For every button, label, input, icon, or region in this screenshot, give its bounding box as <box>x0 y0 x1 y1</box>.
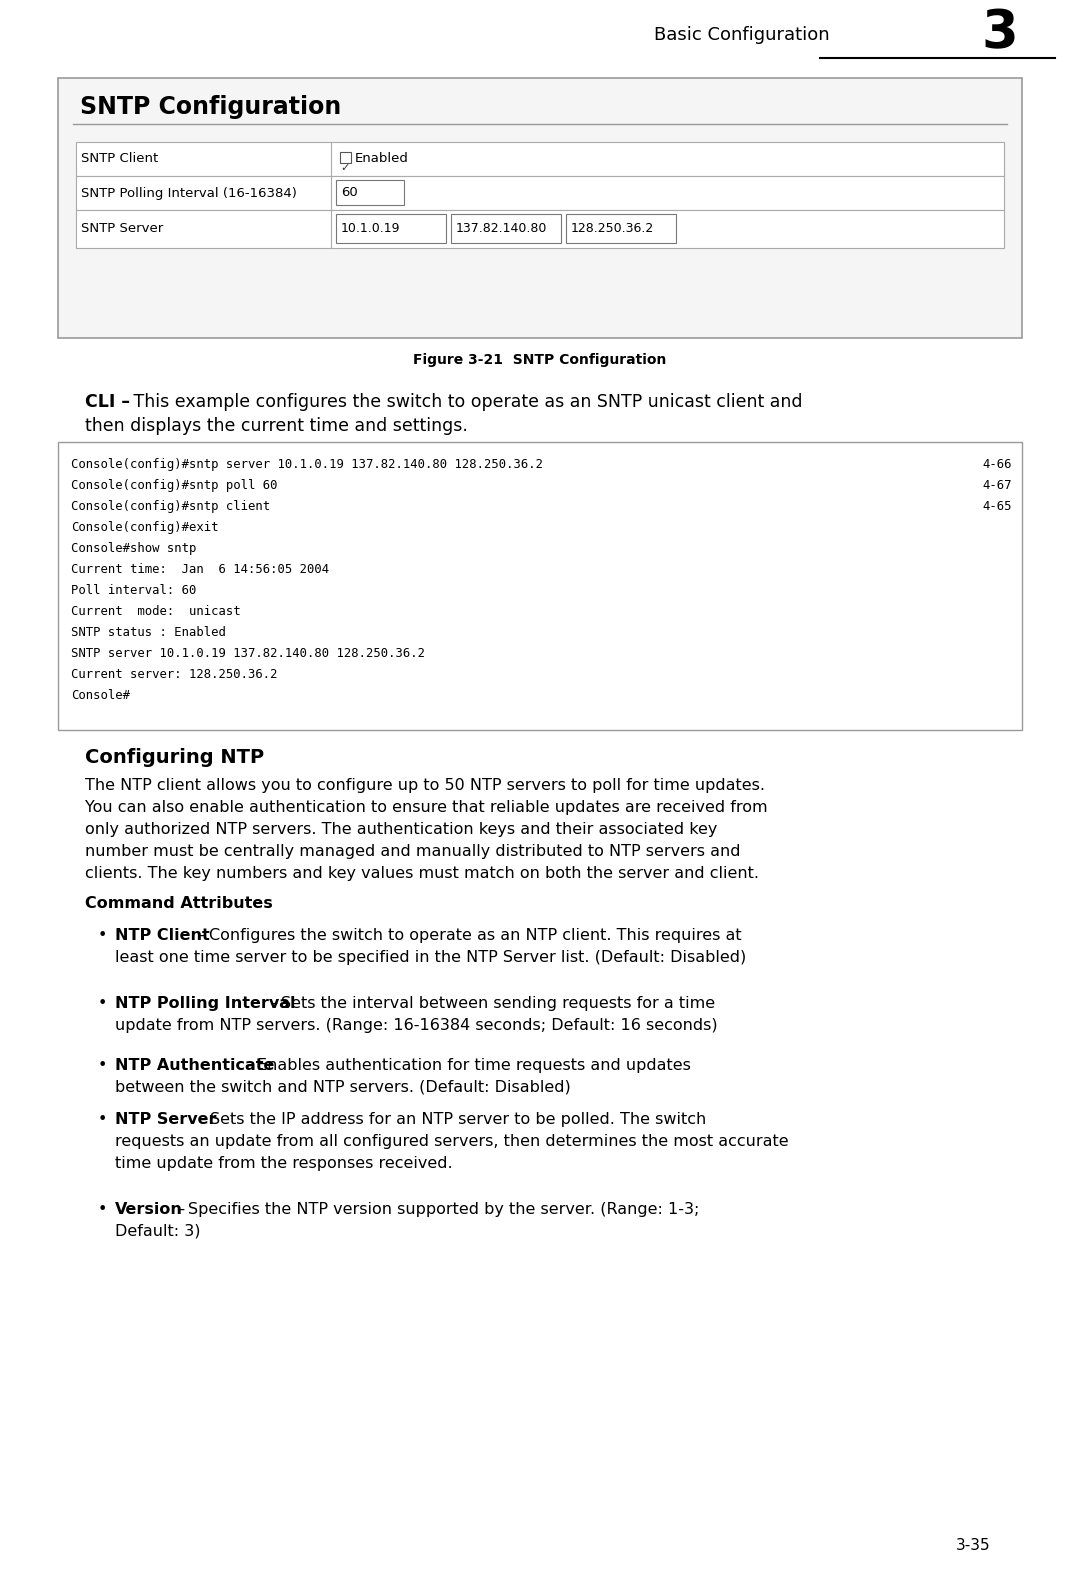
Text: •: • <box>98 995 107 1011</box>
Bar <box>336 214 446 243</box>
Text: •: • <box>98 1058 107 1072</box>
Text: –: – <box>194 1112 213 1127</box>
Text: Current server: 128.250.36.2: Current server: 128.250.36.2 <box>71 667 278 681</box>
Text: Poll interval: 60: Poll interval: 60 <box>71 584 197 597</box>
Text: Console#show sntp: Console#show sntp <box>71 542 197 556</box>
Text: –: – <box>241 1058 259 1072</box>
Text: 128.250.36.2: 128.250.36.2 <box>571 223 654 235</box>
Text: Command Attributes: Command Attributes <box>85 896 273 911</box>
Text: Console(config)#sntp poll 60: Console(config)#sntp poll 60 <box>71 479 278 491</box>
Text: ✓: ✓ <box>340 163 349 173</box>
Text: –: – <box>193 928 212 944</box>
Bar <box>58 443 1022 730</box>
Text: only authorized NTP servers. The authentication keys and their associated key: only authorized NTP servers. The authent… <box>85 823 717 837</box>
Text: clients. The key numbers and key values must match on both the server and client: clients. The key numbers and key values … <box>85 867 759 881</box>
Text: Figure 3-21  SNTP Configuration: Figure 3-21 SNTP Configuration <box>414 353 666 367</box>
Text: 3: 3 <box>982 6 1018 60</box>
Bar <box>451 214 561 243</box>
Text: 4-66: 4-66 <box>983 458 1012 471</box>
Text: Console(config)#sntp server 10.1.0.19 137.82.140.80 128.250.36.2: Console(config)#sntp server 10.1.0.19 13… <box>71 458 543 471</box>
Text: NTP Polling Interval: NTP Polling Interval <box>114 995 296 1011</box>
Text: SNTP Client: SNTP Client <box>81 152 159 165</box>
Text: The NTP client allows you to configure up to 50 NTP servers to poll for time upd: The NTP client allows you to configure u… <box>85 779 765 793</box>
Text: NTP Server: NTP Server <box>114 1112 216 1127</box>
Bar <box>76 141 1004 176</box>
Text: 4-65: 4-65 <box>983 499 1012 513</box>
Text: SNTP Configuration: SNTP Configuration <box>80 96 341 119</box>
Text: CLI –: CLI – <box>85 392 130 411</box>
Text: time update from the responses received.: time update from the responses received. <box>114 1156 453 1171</box>
Text: Current time:  Jan  6 14:56:05 2004: Current time: Jan 6 14:56:05 2004 <box>71 564 329 576</box>
Text: 10.1.0.19: 10.1.0.19 <box>341 223 401 235</box>
Text: Enabled: Enabled <box>355 152 409 165</box>
Bar <box>58 78 1022 338</box>
Text: Specifies the NTP version supported by the server. (Range: 1-3;: Specifies the NTP version supported by t… <box>188 1203 700 1217</box>
Bar <box>340 152 351 163</box>
Text: Sets the IP address for an NTP server to be polled. The switch: Sets the IP address for an NTP server to… <box>210 1112 706 1127</box>
Text: SNTP status : Enabled: SNTP status : Enabled <box>71 626 226 639</box>
Text: Configures the switch to operate as an NTP client. This requires at: Configures the switch to operate as an N… <box>210 928 742 944</box>
Text: •: • <box>98 1203 107 1217</box>
Bar <box>76 210 1004 248</box>
Text: Sets the interval between sending requests for a time: Sets the interval between sending reques… <box>281 995 715 1011</box>
Bar <box>76 176 1004 210</box>
Text: requests an update from all configured servers, then determines the most accurat: requests an update from all configured s… <box>114 1134 788 1149</box>
Text: Basic Configuration: Basic Configuration <box>654 27 831 44</box>
Text: then displays the current time and settings.: then displays the current time and setti… <box>85 418 468 435</box>
Text: number must be centrally managed and manually distributed to NTP servers and: number must be centrally managed and man… <box>85 845 741 859</box>
Text: Console(config)#sntp client: Console(config)#sntp client <box>71 499 270 513</box>
Text: Default: 3): Default: 3) <box>114 1225 201 1239</box>
Text: Current  mode:  unicast: Current mode: unicast <box>71 604 241 619</box>
Text: SNTP Polling Interval (16-16384): SNTP Polling Interval (16-16384) <box>81 187 297 199</box>
Text: NTP Client: NTP Client <box>114 928 210 944</box>
Text: •: • <box>98 1112 107 1127</box>
Text: 60: 60 <box>341 187 357 199</box>
Text: •: • <box>98 928 107 944</box>
Text: You can also enable authentication to ensure that reliable updates are received : You can also enable authentication to en… <box>85 801 768 815</box>
Text: –: – <box>265 995 283 1011</box>
Text: Version: Version <box>114 1203 183 1217</box>
Bar <box>336 181 404 206</box>
Text: Console#: Console# <box>71 689 130 702</box>
Text: 4-67: 4-67 <box>983 479 1012 491</box>
Text: Console(config)#exit: Console(config)#exit <box>71 521 218 534</box>
Text: update from NTP servers. (Range: 16-16384 seconds; Default: 16 seconds): update from NTP servers. (Range: 16-1638… <box>114 1017 717 1033</box>
Text: between the switch and NTP servers. (Default: Disabled): between the switch and NTP servers. (Def… <box>114 1080 570 1094</box>
Text: SNTP server 10.1.0.19 137.82.140.80 128.250.36.2: SNTP server 10.1.0.19 137.82.140.80 128.… <box>71 647 426 659</box>
Text: –: – <box>172 1203 190 1217</box>
Text: Configuring NTP: Configuring NTP <box>85 747 265 768</box>
Text: SNTP Server: SNTP Server <box>81 223 163 235</box>
Text: 137.82.140.80: 137.82.140.80 <box>456 223 548 235</box>
Text: Enables authentication for time requests and updates: Enables authentication for time requests… <box>257 1058 691 1072</box>
Text: 3-35: 3-35 <box>956 1537 990 1553</box>
Bar <box>566 214 676 243</box>
Text: This example configures the switch to operate as an SNTP unicast client and: This example configures the switch to op… <box>129 392 802 411</box>
Text: NTP Authenticate: NTP Authenticate <box>114 1058 274 1072</box>
Text: least one time server to be specified in the NTP Server list. (Default: Disabled: least one time server to be specified in… <box>114 950 746 966</box>
